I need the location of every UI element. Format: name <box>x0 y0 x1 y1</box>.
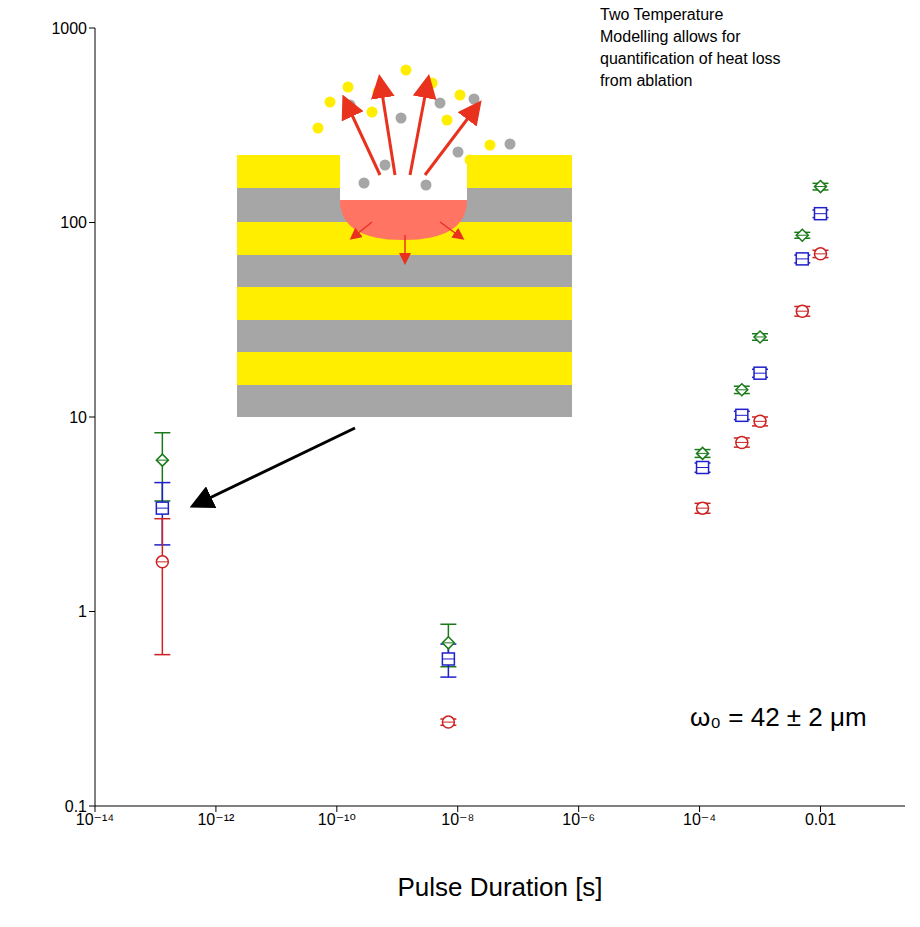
svg-text:1: 1 <box>78 603 87 620</box>
svg-text:1000: 1000 <box>51 20 87 37</box>
svg-text:100: 100 <box>60 214 87 231</box>
svg-text:10⁻⁴: 10⁻⁴ <box>683 811 716 828</box>
html-text:Two Temperature Modelling allo: Two Temperature Modelling allows for qua… <box>600 6 781 89</box>
svg-text:Pulse Duration [s]: Pulse Duration [s] <box>397 872 602 902</box>
svg-text:10⁻¹⁰: 10⁻¹⁰ <box>318 811 356 828</box>
svg-text:10⁻⁶: 10⁻⁶ <box>562 811 595 828</box>
svg-text:0.1: 0.1 <box>65 798 87 815</box>
svg-text:10⁻⁸: 10⁻⁸ <box>441 811 474 828</box>
svg-text:10: 10 <box>69 409 87 426</box>
svg-text:10⁻¹²: 10⁻¹² <box>197 811 235 828</box>
svg-text:0.01: 0.01 <box>805 811 836 828</box>
html-text:ω₀ = 42 ± 2 μm: ω₀ = 42 ± 2 μm <box>690 702 867 732</box>
svg-text:10⁻¹⁴: 10⁻¹⁴ <box>75 811 115 829</box>
